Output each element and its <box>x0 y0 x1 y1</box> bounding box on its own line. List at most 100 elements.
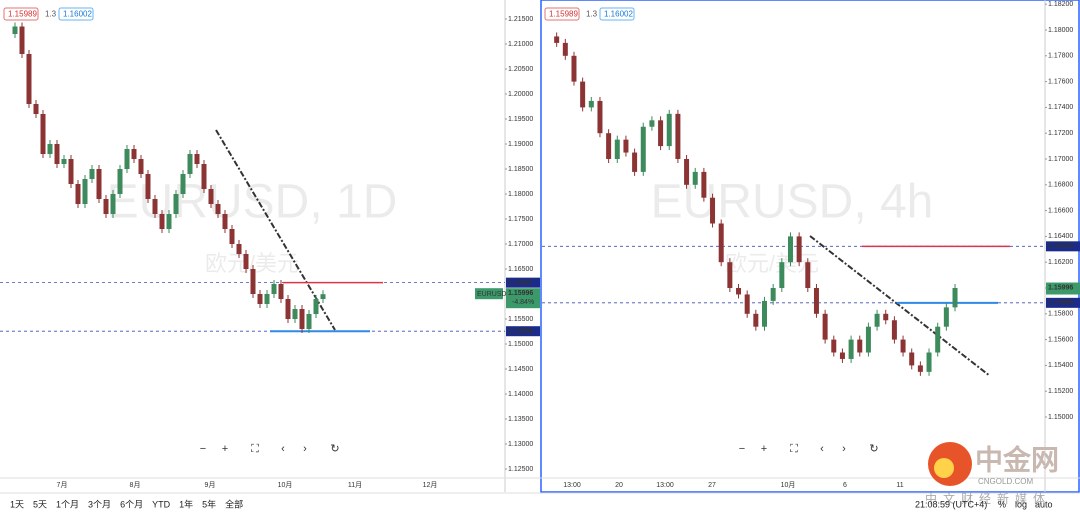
range-button[interactable]: 1天 <box>10 499 24 509</box>
price-tick-label: 1.17800 <box>1048 53 1073 60</box>
candle-body <box>208 189 214 204</box>
range-button[interactable]: 5年 <box>202 498 216 509</box>
candle-body <box>909 352 915 366</box>
bid-box <box>544 7 580 21</box>
price-tick-label: 1.16500 <box>508 266 533 273</box>
price-tick-label: 1.14500 <box>508 366 533 373</box>
candle-body <box>89 169 95 179</box>
price-tick-label: 1.21000 <box>508 41 533 48</box>
percent-toggle[interactable]: % <box>998 499 1006 509</box>
price-tick-label: 1.19500 <box>508 116 533 123</box>
range-button[interactable]: 1个月 <box>56 499 79 509</box>
candle-body <box>138 159 144 174</box>
price-tick-label: 1.15800 <box>1048 311 1073 318</box>
candle-body <box>320 294 326 299</box>
nav-icon[interactable]: − <box>200 443 206 455</box>
nav-icon[interactable]: + <box>222 443 228 455</box>
range-button[interactable]: 6个月 <box>120 499 143 509</box>
candle-body <box>103 199 109 214</box>
candle-body <box>787 236 793 263</box>
nav-button[interactable] <box>814 441 830 457</box>
bid-box <box>3 7 39 21</box>
candle-body <box>779 262 785 288</box>
last-change: -4.84% <box>512 299 534 306</box>
time-tick-label: 7月 <box>57 481 68 489</box>
time-tick-label: 11月 <box>348 481 362 489</box>
price-tick-label: 1.18200 <box>1048 1 1073 8</box>
range-button[interactable]: 全部 <box>225 498 243 509</box>
price-tick-label: 1.17500 <box>508 216 533 223</box>
range-button[interactable]: 3个月 <box>88 499 111 509</box>
candle-body <box>857 339 863 353</box>
auto-toggle[interactable]: auto <box>1035 499 1053 509</box>
candle-body <box>813 288 819 314</box>
candle-body <box>883 313 889 321</box>
candle-body <box>718 223 724 263</box>
time-tick-label: 9月 <box>205 481 216 489</box>
nav-button[interactable] <box>247 441 263 457</box>
nav-icon[interactable]: › <box>842 443 846 455</box>
nav-button[interactable] <box>836 441 852 457</box>
last-price-tag <box>506 288 540 309</box>
range-button[interactable]: 1年 <box>179 498 193 509</box>
nav-icon[interactable]: › <box>303 443 307 455</box>
nav-button[interactable] <box>327 441 343 457</box>
candle-body <box>215 204 221 214</box>
log-toggle[interactable]: log <box>1015 499 1027 509</box>
candle-body <box>692 171 698 185</box>
nav-icon[interactable]: ‹ <box>281 443 285 455</box>
candle-body <box>926 352 932 372</box>
nav-icon[interactable]: − <box>739 443 745 455</box>
watermark-subtitle: 欧元/美元 <box>725 251 819 276</box>
nav-button[interactable] <box>866 441 882 457</box>
price-level-label: 1.15885 <box>1048 300 1073 307</box>
nav-icon[interactable]: ↻ <box>869 443 878 455</box>
price-tick-label: 1.15000 <box>1048 414 1073 421</box>
nav-icon[interactable]: ⛶ <box>790 443 798 455</box>
price-tick-label: 1.18500 <box>508 166 533 173</box>
price-tick-label: 1.13500 <box>508 416 533 423</box>
price-level-tag <box>1046 297 1080 308</box>
candle-body <box>278 284 284 299</box>
price-tick-label: 1.17000 <box>508 241 533 248</box>
nav-button[interactable] <box>297 441 313 457</box>
range-button[interactable]: YTD <box>152 499 171 509</box>
price-level-tag <box>506 277 540 288</box>
nav-button[interactable] <box>734 441 750 457</box>
nav-icon[interactable]: + <box>761 443 767 455</box>
candle-body <box>12 26 18 34</box>
nav-icon[interactable]: ⛶ <box>251 443 259 455</box>
candle-body <box>33 104 39 114</box>
candle-body <box>152 199 158 214</box>
candle-body <box>623 139 629 153</box>
price-tick-label: 1.17000 <box>1048 156 1073 163</box>
nav-button[interactable] <box>756 441 772 457</box>
candle-body <box>675 113 681 159</box>
nav-button[interactable] <box>195 441 211 457</box>
price-tick-label: 1.15200 <box>1048 388 1073 395</box>
candle-body <box>822 313 828 340</box>
price-level-tag <box>1046 241 1080 252</box>
price-tick-label: 1.19000 <box>508 141 533 148</box>
range-button[interactable]: 5天 <box>33 499 47 509</box>
candle-body <box>173 194 179 214</box>
candle-body <box>257 294 263 304</box>
trend-line <box>809 235 991 377</box>
candle-body <box>166 214 172 229</box>
nav-icon[interactable]: ↻ <box>330 443 339 455</box>
time-tick-label: 8月 <box>130 481 141 489</box>
nav-button[interactable] <box>786 441 802 457</box>
logo-icon <box>934 458 954 478</box>
price-tick-label: 1.17400 <box>1048 104 1073 111</box>
candle-body <box>943 307 949 327</box>
nav-button[interactable] <box>275 441 291 457</box>
nav-icon[interactable]: ‹ <box>820 443 824 455</box>
last-price-label: 1.15996 <box>508 290 533 297</box>
candle-body <box>935 326 941 353</box>
candle-body <box>865 326 871 353</box>
price-tick-label: 1.18000 <box>508 191 533 198</box>
candle-body <box>110 194 116 214</box>
nav-button[interactable] <box>217 441 233 457</box>
logo-site: CNGOLD.COM <box>978 477 1033 486</box>
candle-body <box>306 314 312 329</box>
